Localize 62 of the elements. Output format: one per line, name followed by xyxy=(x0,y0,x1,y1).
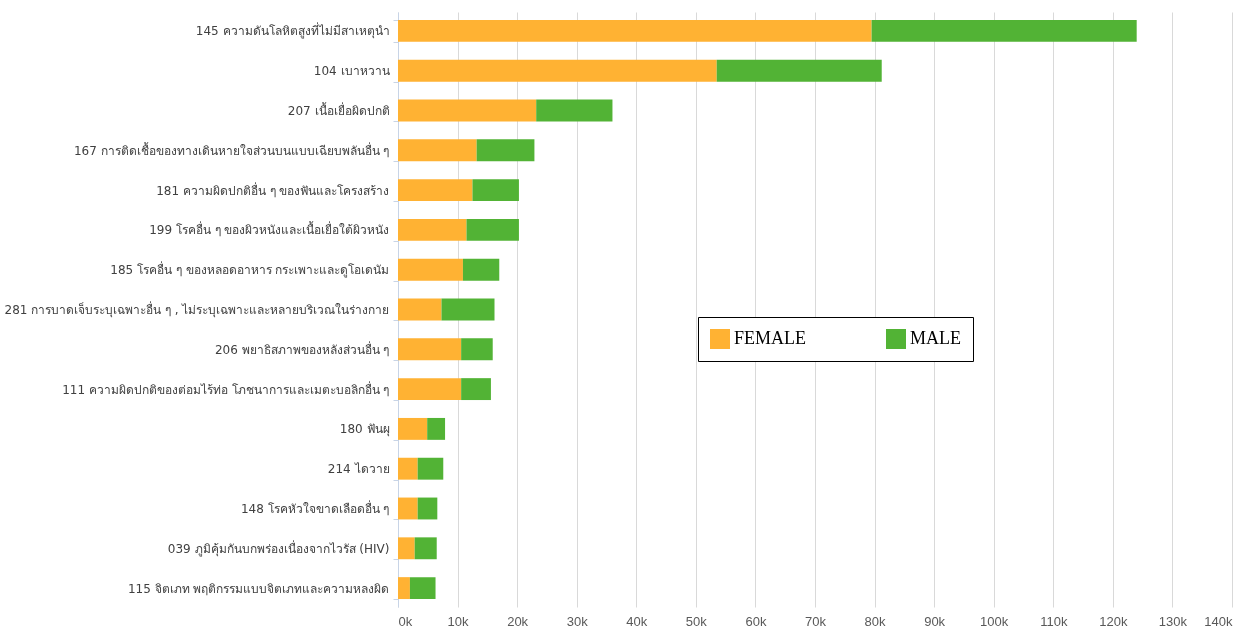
y-tick-label: 115 จิตเภท พฤติกรรมแบบจิตเภทและความหลงผิด xyxy=(127,581,390,596)
bar xyxy=(414,537,437,560)
bar xyxy=(466,218,519,241)
x-tick-label: 0k xyxy=(398,613,413,629)
legend-label: FEMALE xyxy=(734,328,806,348)
bar xyxy=(871,19,1137,42)
bar xyxy=(417,497,438,520)
bar xyxy=(398,99,537,122)
bar xyxy=(441,298,495,321)
y-tick-label: 281 การบาดเจ็บระบุเฉพาะอื่น ๆ , ไม่ระบุเฉพาะและหลายบริเวณในร่างกาย xyxy=(4,301,390,318)
y-tick-label: 039 ภูมิคุ้มกันบกพร่องเนื่องจากไวรัส (HIV) xyxy=(167,539,390,557)
y-tick-label: 104 เบาหวาน xyxy=(313,64,390,79)
y-tick-label: 180 ฟันผุ xyxy=(339,422,390,438)
bar xyxy=(398,218,467,241)
bar xyxy=(398,179,473,202)
bar xyxy=(461,378,491,401)
bar xyxy=(398,59,717,82)
bar xyxy=(536,99,613,122)
bar xyxy=(398,298,442,321)
x-tick-label: 30k xyxy=(566,613,589,629)
bar xyxy=(398,139,477,162)
x-tick-label: 130k xyxy=(1158,613,1188,629)
y-tick-label: 148 โรคหัวใจขาดเลือดอื่น ๆ xyxy=(240,500,390,516)
bar xyxy=(716,59,882,82)
bar xyxy=(398,457,418,480)
bar xyxy=(398,19,872,42)
x-tick-label: 80k xyxy=(864,613,887,629)
bar xyxy=(461,338,493,361)
bar xyxy=(472,179,519,202)
bar xyxy=(398,537,415,560)
bar xyxy=(398,378,462,401)
x-tick-label: 40k xyxy=(626,613,648,629)
y-tick-label: 185 โรคอื่น ๆ ของหลอดอาหาร กระเพาะและดูโอเดนัม xyxy=(110,261,390,279)
x-tick-label: 50k xyxy=(685,613,708,629)
y-tick-label: 214 ไดวาย xyxy=(327,462,390,477)
bar xyxy=(398,417,428,440)
y-tick-label: 181 ความผิดปกติอื่น ๆ ของฟันและโครงสร้าง xyxy=(156,181,390,198)
bar xyxy=(398,258,463,281)
bar xyxy=(427,417,446,440)
bar xyxy=(398,338,462,361)
y-tick-label: 199 โรคอื่น ๆ ของผิวหนังและเนื้อเยื่อใต้ผิวหนัง xyxy=(149,221,390,238)
x-tick-label: 90k xyxy=(924,613,946,629)
x-tick-label: 10k xyxy=(447,613,470,629)
bar xyxy=(409,577,436,600)
bar xyxy=(398,497,418,520)
x-tick-label: 120k xyxy=(1099,613,1128,629)
x-tick-label: 70k xyxy=(805,613,827,629)
x-tick-label: 20k xyxy=(507,613,529,629)
x-tick-label: 110k xyxy=(1040,613,1068,629)
y-tick-label: 206 พยาธิสภาพของหลังส่วนอื่น ๆ xyxy=(214,340,390,357)
bar xyxy=(476,139,535,162)
bar xyxy=(462,258,500,281)
y-tick-label: 111 ความผิดปกติของต่อมไร้ท่อ โภชนาการและเมตะบอลิกอื่น ๆ xyxy=(62,380,390,397)
y-tick-label: 207 เนื้อเยื่อผิดปกติ xyxy=(287,102,390,118)
y-tick-label: 167 การติดเชื้อของทางเดินหายใจส่วนบนแบบเฉียบพลันอื่น ๆ xyxy=(73,141,390,158)
x-tick-label: 60k xyxy=(745,613,767,629)
legend-label: MALE xyxy=(910,328,961,348)
bar xyxy=(417,457,444,480)
x-tick-label: 100k xyxy=(980,613,1009,629)
x-tick-label: 140k xyxy=(1204,613,1233,629)
bar xyxy=(398,577,410,600)
y-tick-label: 145 ความดันโลหิตสูงที่ไม่มีสาเหตุนำ xyxy=(195,22,390,40)
